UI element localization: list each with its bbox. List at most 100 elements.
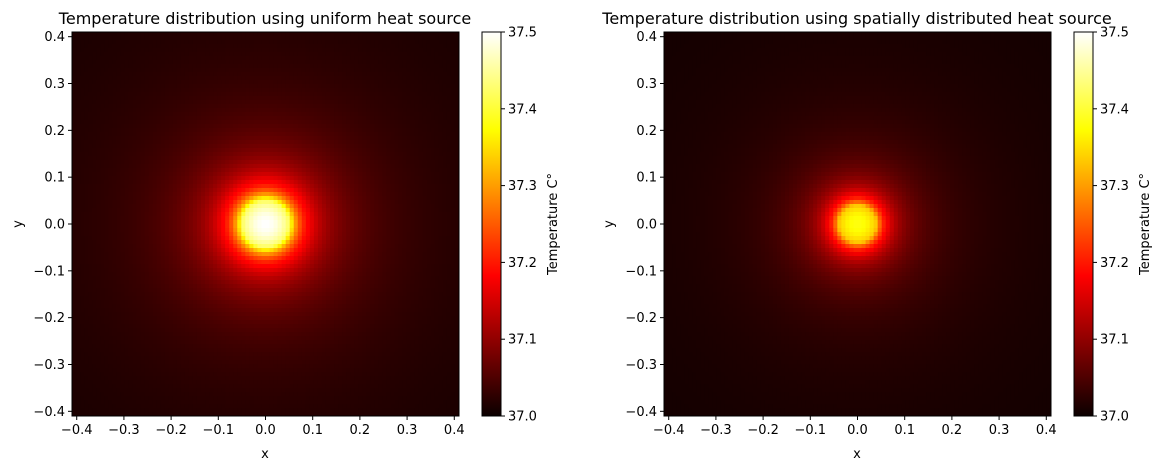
heatmap-cell (386, 136, 392, 141)
heatmap-cell (378, 172, 384, 177)
heatmap-cell (398, 216, 404, 221)
heatmap-cell (128, 104, 134, 109)
heatmap-cell (442, 152, 448, 157)
heatmap-cell (124, 200, 130, 205)
heatmap-cell (325, 204, 331, 209)
heatmap-cell (325, 200, 331, 205)
heatmap-cell (325, 92, 331, 97)
heatmap-cell (269, 204, 275, 209)
heatmap-cell (245, 76, 250, 81)
heatmap-cell (108, 192, 113, 197)
heatmap-cell (92, 76, 97, 81)
heatmap-cell (297, 68, 303, 73)
heatmap-cell (124, 140, 130, 145)
heatmap-cell (414, 120, 420, 125)
heatmap-cell (390, 204, 396, 209)
heatmap-cell (434, 188, 440, 193)
heatmap-cell (76, 156, 81, 161)
heatmap-cell (273, 232, 279, 237)
heatmap-cell (313, 56, 319, 61)
heatmap-cell (414, 92, 420, 97)
heatmap-cell (305, 84, 311, 89)
heatmap-cell (144, 40, 150, 45)
heatmap-cell (108, 84, 113, 89)
heatmap-cell (438, 224, 444, 229)
heatmap-cell (346, 136, 351, 141)
heatmap-cell (233, 52, 238, 57)
heatmap-cell (293, 104, 299, 109)
heatmap-cell (213, 204, 218, 209)
heatmap-cell (285, 220, 291, 225)
heatmap-cell (100, 224, 105, 229)
heatmap-cell (358, 44, 363, 49)
heatmap-cell (366, 156, 371, 161)
heatmap-cell (446, 148, 452, 153)
heatmap-cell (249, 48, 255, 53)
heatmap-cell (88, 204, 93, 209)
heatmap-cell (414, 220, 420, 225)
heatmap-cell (289, 168, 295, 173)
heatmap-cell (132, 40, 138, 45)
heatmap-cell (330, 228, 335, 233)
heatmap-cell (273, 220, 279, 225)
heatmap-cell (96, 196, 101, 201)
heatmap-cell (144, 184, 150, 189)
heatmap-cell (394, 52, 400, 57)
heatmap-cell (104, 220, 109, 225)
heatmap-cell (281, 132, 287, 137)
heatmap-cell (108, 32, 113, 37)
heatmap-cell (378, 36, 384, 41)
heatmap-cell (104, 224, 109, 229)
heatmap-cell (418, 84, 424, 89)
heatmap-cell (192, 176, 198, 181)
heatmap-cell (225, 164, 230, 169)
heatmap-cell (76, 116, 81, 121)
heatmap-cell (188, 44, 194, 49)
heatmap-cell (76, 76, 81, 81)
heatmap-cell (80, 84, 85, 89)
heatmap-cell (100, 92, 105, 97)
heatmap-cell (434, 148, 440, 153)
heatmap-cell (346, 220, 351, 225)
heatmap-cell (330, 196, 335, 201)
heatmap-cell (350, 136, 355, 141)
heatmap-cell (104, 132, 109, 137)
heatmap-cell (285, 188, 291, 193)
heatmap-cell (265, 60, 271, 65)
heatmap-cell (245, 104, 250, 109)
heatmap-cell (366, 116, 371, 121)
heatmap-cell (72, 180, 77, 185)
heatmap-cell (233, 224, 238, 229)
heatmap-cell (164, 212, 170, 217)
heatmap-cell (221, 188, 226, 193)
heatmap-cell (84, 172, 89, 177)
heatmap-cell (196, 164, 202, 169)
heatmap-cell (313, 148, 319, 153)
heatmap-cell (281, 52, 287, 57)
heatmap-cell (430, 140, 436, 145)
heatmap-cell (80, 108, 85, 113)
heatmap-cell (301, 72, 307, 77)
heatmap-cell (418, 68, 424, 73)
heatmap-cell (317, 140, 323, 145)
heatmap-cell (434, 40, 440, 45)
heatmap-cell (386, 204, 392, 209)
heatmap-cell (430, 120, 436, 125)
heatmap-cell (136, 116, 142, 121)
heatmap-cell (350, 84, 355, 89)
heatmap-cell (277, 184, 283, 189)
heatmap-cell (321, 100, 327, 105)
heatmap-cell (394, 236, 400, 241)
heatmap-cell (80, 232, 85, 237)
heatmap-cell (180, 176, 186, 181)
heatmap-cell (257, 224, 263, 229)
heatmap-cell (205, 232, 210, 237)
heatmap-cell (84, 216, 89, 221)
heatmap-cell (120, 164, 126, 169)
heatmap-cell (362, 140, 367, 145)
heatmap-cell (265, 36, 271, 41)
heatmap-cell (257, 136, 263, 141)
heatmap-cell (398, 172, 404, 177)
heatmap-cell (205, 188, 210, 193)
heatmap-cell (100, 216, 105, 221)
